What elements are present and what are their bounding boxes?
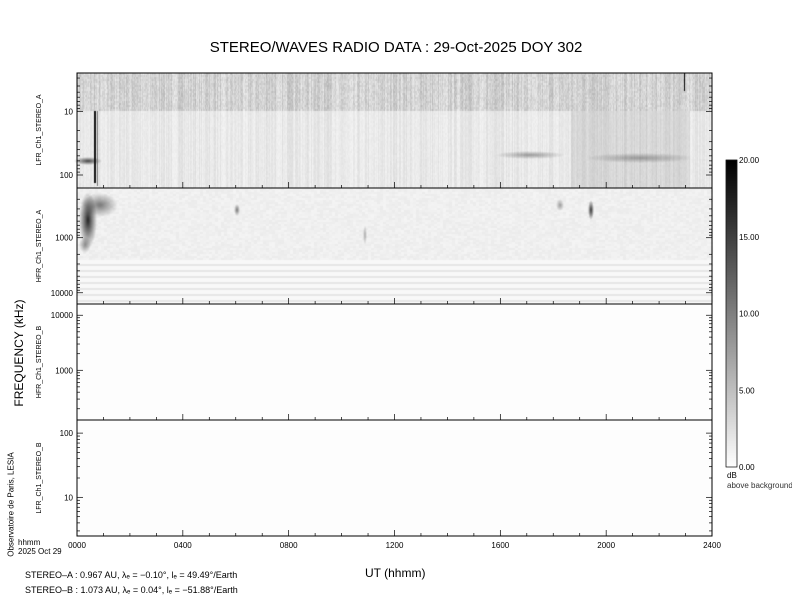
x-corner-unit: hhmm [18,538,41,547]
panel-label-lfr-b: LFR_Ch1_STEREO_B [36,442,43,514]
panel-label-hfr-b: HFR_Ch1_STEREO_B [36,325,43,399]
x-tick-label: 1600 [491,541,509,550]
x-axis-label: UT (hhmm) [365,566,426,580]
panel-frame-1 [76,187,713,305]
y-tick-label: 10000 [51,289,74,298]
colorbar-tick-label: 5.00 [739,386,755,395]
x-tick-label: 0800 [280,541,298,550]
panel-label-hfr-a: HFR_Ch1_STEREO_A [36,209,43,283]
stereo-a-orbit: STEREO–A : 0.967 AU, λₑ = −0.10°, lₑ = 4… [25,570,238,580]
y-axis-label: FREQUENCY (kHz) [12,299,26,407]
colorbar-tick-label: 20.00 [739,156,760,165]
panel-frame-2 [76,303,713,421]
y-tick-label: 100 [60,171,74,180]
x-tick-label: 1200 [386,541,404,550]
colorbar-frame [725,159,738,468]
x-tick-label: 2400 [703,541,721,550]
colorbar-unit: dB [727,471,737,480]
x-tick-label: 0000 [68,541,86,550]
y-tick-label: 10000 [51,311,74,320]
panel-frame-3 [76,419,713,537]
colorbar-label: above background [727,481,792,490]
y-tick-label: 1000 [55,366,73,375]
credit: Observatoire de Paris, LESIA [6,452,16,557]
panel-frame-0 [76,72,713,189]
chart-title: STEREO/WAVES RADIO DATA : 29-Oct-2025 DO… [209,39,583,56]
colorbar-tick-label: 15.00 [739,233,760,242]
panel-label-lfr-a: LFR_Ch1_STEREO_A [36,94,43,166]
colorbar-tick-label: 10.00 [739,310,760,319]
x-tick-label: 2000 [597,541,615,550]
y-tick-label: 10 [64,107,73,116]
stereo-b-orbit: STEREO–B : 1.073 AU, λₑ = 0.04°, lₑ = −5… [25,585,238,595]
colorbar-tick-label: 0.00 [739,463,755,472]
x-corner-date: 2025 Oct 29 [18,547,62,556]
y-tick-label: 1000 [55,234,73,243]
y-tick-label: 10 [64,493,73,502]
y-tick-label: 100 [60,429,74,438]
x-tick-label: 0400 [174,541,192,550]
